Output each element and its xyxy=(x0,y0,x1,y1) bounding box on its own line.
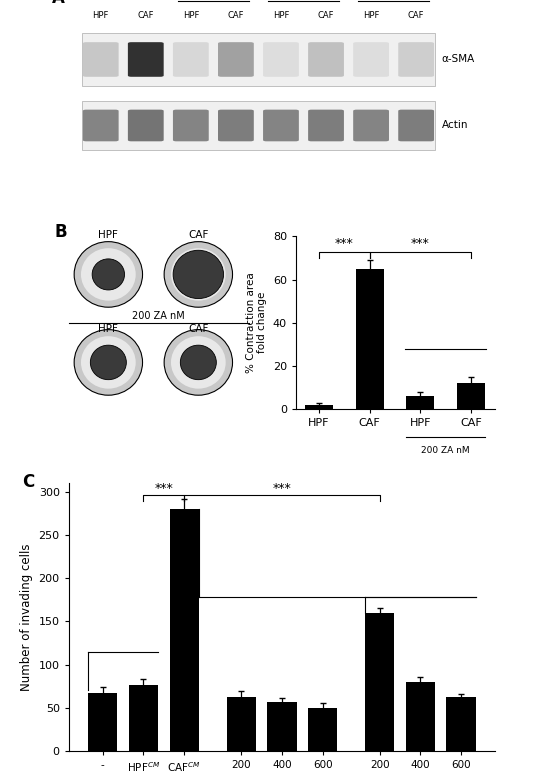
Y-axis label: % Contraction area
fold change: % Contraction area fold change xyxy=(246,272,267,373)
FancyBboxPatch shape xyxy=(218,42,254,77)
Text: HPF: HPF xyxy=(92,11,109,20)
Bar xyxy=(88,693,118,751)
Circle shape xyxy=(171,248,226,300)
Circle shape xyxy=(81,248,136,300)
Text: Actin: Actin xyxy=(442,121,468,131)
Circle shape xyxy=(74,330,142,396)
Bar xyxy=(129,685,158,751)
Text: ***: *** xyxy=(335,238,354,251)
FancyBboxPatch shape xyxy=(353,110,389,142)
Bar xyxy=(356,269,383,409)
Text: ***: *** xyxy=(155,481,173,495)
Y-axis label: Number of invading cells: Number of invading cells xyxy=(20,543,33,691)
Circle shape xyxy=(74,241,142,307)
Bar xyxy=(446,697,476,751)
FancyBboxPatch shape xyxy=(173,42,209,77)
Text: α-SMA: α-SMA xyxy=(442,54,475,64)
Circle shape xyxy=(164,330,233,396)
FancyBboxPatch shape xyxy=(128,42,164,77)
Bar xyxy=(406,396,434,409)
FancyBboxPatch shape xyxy=(81,33,436,86)
FancyBboxPatch shape xyxy=(308,110,344,142)
Text: HPF: HPF xyxy=(363,11,379,20)
FancyBboxPatch shape xyxy=(398,110,434,142)
Bar xyxy=(305,405,333,409)
FancyBboxPatch shape xyxy=(83,42,119,77)
Text: CAF: CAF xyxy=(138,11,154,20)
FancyBboxPatch shape xyxy=(128,110,164,142)
Text: HPF: HPF xyxy=(273,11,289,20)
Text: CAF: CAF xyxy=(188,230,208,240)
Text: A: A xyxy=(52,0,64,7)
Circle shape xyxy=(81,336,136,389)
Text: HPF: HPF xyxy=(98,230,118,240)
Bar xyxy=(308,707,337,751)
Circle shape xyxy=(180,345,216,380)
FancyBboxPatch shape xyxy=(263,42,299,77)
Text: ***: *** xyxy=(411,238,430,251)
FancyBboxPatch shape xyxy=(83,110,119,142)
Text: 200 ZA nM: 200 ZA nM xyxy=(421,446,470,454)
FancyBboxPatch shape xyxy=(263,110,299,142)
Bar xyxy=(169,509,199,751)
Circle shape xyxy=(173,250,223,299)
Bar xyxy=(405,682,435,751)
FancyBboxPatch shape xyxy=(308,42,344,77)
Text: HPF: HPF xyxy=(183,11,199,20)
FancyBboxPatch shape xyxy=(81,101,436,150)
FancyBboxPatch shape xyxy=(218,110,254,142)
Text: CAF: CAF xyxy=(188,324,208,334)
Bar xyxy=(365,613,394,751)
Bar xyxy=(227,697,256,751)
Text: ***: *** xyxy=(272,481,292,495)
Text: C: C xyxy=(22,473,34,491)
Bar xyxy=(267,703,296,751)
Circle shape xyxy=(164,241,233,307)
Circle shape xyxy=(92,259,124,290)
FancyBboxPatch shape xyxy=(398,42,434,77)
FancyBboxPatch shape xyxy=(353,42,389,77)
Bar xyxy=(457,383,485,409)
Text: CAF: CAF xyxy=(228,11,244,20)
Text: HPF: HPF xyxy=(98,324,118,334)
FancyBboxPatch shape xyxy=(173,110,209,142)
Text: CAF: CAF xyxy=(408,11,425,20)
Text: B: B xyxy=(54,223,67,241)
Circle shape xyxy=(90,345,126,380)
Circle shape xyxy=(171,336,226,389)
Text: 200 ZA nM: 200 ZA nM xyxy=(133,311,185,321)
Text: CAF: CAF xyxy=(318,11,334,20)
